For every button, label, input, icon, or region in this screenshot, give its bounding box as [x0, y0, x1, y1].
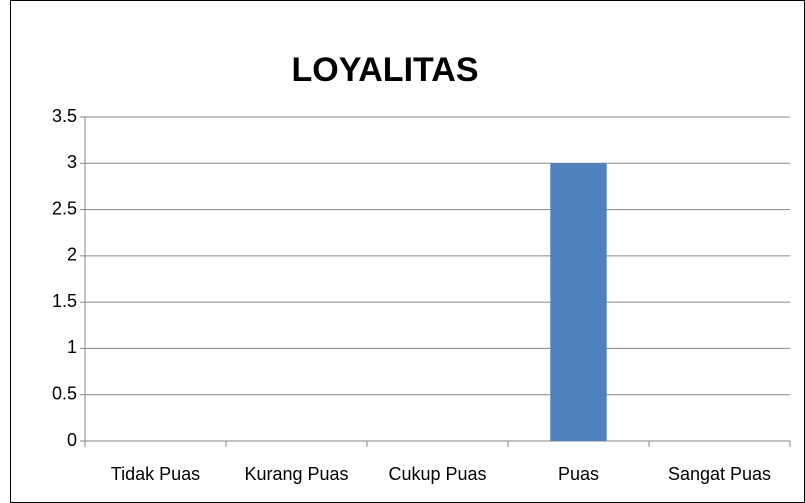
x-tick-label: Cukup Puas	[388, 464, 486, 484]
y-tick-label: 3.5	[52, 106, 77, 126]
y-tick-label: 1	[67, 337, 77, 357]
x-tick-label: Sangat Puas	[668, 464, 771, 484]
bar	[550, 163, 607, 442]
y-tick-label: 0	[67, 430, 77, 450]
y-tick-label: 1.5	[52, 291, 77, 311]
chart-frame	[10, 0, 805, 503]
y-tick-label: 2	[67, 245, 77, 265]
x-tick-label: Tidak Puas	[111, 464, 200, 484]
x-tick-label: Puas	[558, 464, 599, 484]
x-tick-label: Kurang Puas	[244, 464, 348, 484]
y-tick-label: 0.5	[52, 383, 77, 403]
y-tick-label: 2.5	[52, 198, 77, 218]
chart-title: LOYALITAS	[291, 51, 478, 89]
y-tick-label: 3	[67, 152, 77, 172]
